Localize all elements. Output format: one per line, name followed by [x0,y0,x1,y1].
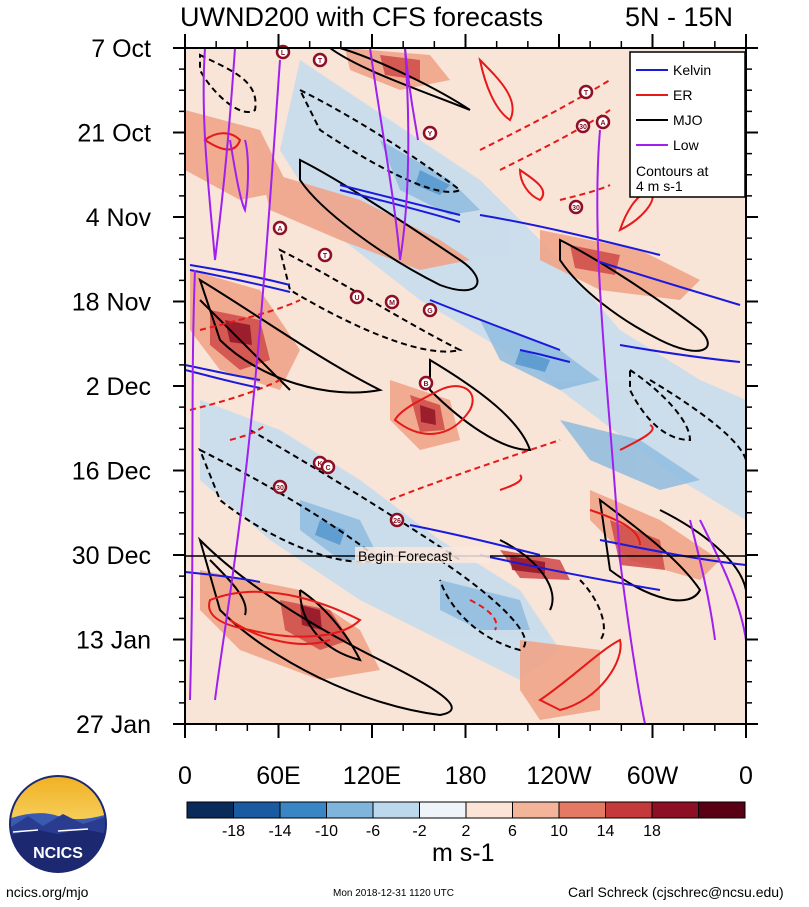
storm-marker-label: 30 [579,124,587,131]
storm-marker-label: A [277,226,282,233]
storm-marker-label: C [325,465,330,472]
colorbar-swatch [698,801,746,819]
storm-marker: U [349,289,365,305]
storm-marker-label: A [600,120,605,127]
colorbar-label: 14 [597,823,615,840]
colorbar-label: -10 [315,823,338,840]
chart-title: UWND200 with CFS forecasts 5N - 15N [0,2,809,36]
y-tick-label: 30 Dec [72,542,151,570]
colorbar-swatch [512,801,560,819]
x-tick-label: 0 [739,762,753,790]
storm-marker: T [317,247,333,263]
kelvin-contours [185,184,746,591]
colorbar-label: -6 [366,823,380,840]
y-tick-label: 18 Nov [72,289,152,317]
colorbar-swatch [326,801,374,819]
colorbar-label: 10 [550,823,568,840]
storm-marker: 30 [272,479,288,495]
x-axis: 0 60E 120E 180 120W 60W 0 [178,34,753,790]
footer-timestamp: Mon 2018-12-31 1120 UTC [333,888,454,899]
colorbar-label: 18 [643,823,661,840]
storm-marker: T [578,84,594,100]
storm-marker-label: L [281,50,286,57]
chart-title-main: UWND200 with CFS forecasts [180,2,544,32]
storm-marker: 30 [575,118,591,134]
mjo-contours [197,48,746,717]
legend-note-line2: 4 m s-1 [636,178,683,194]
colorbar-label: 6 [508,823,517,840]
storm-marker: T [312,52,328,68]
storm-marker-label: 30 [276,485,284,492]
colorbar-label: -2 [412,823,426,840]
legend-label-low: Low [673,137,700,153]
x-tick-label: 180 [445,762,487,790]
y-tick-label: 21 Oct [77,120,151,148]
legend-note-line1: Contours at [636,163,708,179]
storm-marker: A [595,114,611,130]
x-tick-label: 120W [526,762,592,790]
storm-marker: 26 [389,512,405,528]
colorbar-label: -14 [268,823,291,840]
colorbar-swatch [651,801,699,819]
x-tick-label: 60E [256,762,300,790]
storm-marker: M [384,294,400,310]
colorbar-label: 2 [462,823,471,840]
contour-lines [185,48,746,724]
storm-marker-label: M [389,300,395,307]
legend-label-mjo: MJO [673,112,703,128]
storm-marker-label: Y [428,131,433,138]
legend-label-kelvin: Kelvin [673,62,711,78]
y-tick-label: 13 Jan [76,627,151,655]
y-tick-label: 4 Nov [86,204,152,232]
forecast-label: Begin Forecast [358,548,452,564]
y-tick-label: 2 Dec [86,373,151,401]
legend-label-er: ER [673,87,692,103]
footer-website: ncics.org/mjo [6,884,89,900]
storm-marker-label: U [354,295,359,302]
storm-marker: G [422,302,438,318]
chart-title-region: 5N - 15N [625,2,734,32]
low-contours [189,48,746,724]
storm-marker: B [418,375,434,391]
y-tick-label: 7 Oct [91,35,151,63]
colorbar-swatch [558,801,606,819]
storm-marker-label: T [318,58,323,65]
storm-marker: C [320,459,336,475]
storm-markers: L T T Y 30 A A T U M G B KC 30 26 30 [272,44,611,528]
y-tick-label: 16 Dec [72,458,151,486]
storm-marker-label: K [317,461,322,468]
colorbar-swatch [372,801,420,819]
storm-marker: Y [422,125,438,141]
x-tick-label: 60W [627,762,679,790]
colorbar-swatch [465,801,513,819]
colorbar-swatch [233,801,281,819]
storm-marker-label: T [584,90,589,97]
colorbar-units: m s-1 [432,839,495,867]
y-axis: 7 Oct 21 Oct 4 Nov 18 Nov 2 Dec 16 Dec 30 Dec 1… [72,35,758,739]
x-tick-label: 0 [178,762,192,790]
storm-marker: 30 [568,199,584,215]
colorbar-label: -18 [222,823,245,840]
storm-marker-label: 30 [572,205,580,212]
colorbar-swatch [186,801,234,819]
heatmap-background [185,48,746,724]
storm-marker: A [272,220,288,236]
storm-marker-label: B [423,381,428,388]
y-tick-label: 27 Jan [76,711,151,739]
storm-marker-label: T [323,253,328,260]
legend: Kelvin ER MJO Low Contours at 4 m s-1 [629,51,746,198]
storm-marker-label: 26 [393,518,401,525]
logo-text: NCICS [33,845,83,862]
ncics-logo: NCICS [9,775,107,873]
colorbar: -18 -14 -10 -6 -2 2 6 10 14 18 [186,801,746,840]
er-contours [203,56,654,712]
colorbar-swatch [419,801,467,819]
footer-author: Carl Schreck (cjschrec@ncsu.edu) [568,884,784,900]
x-tick-label: 120E [343,762,401,790]
storm-marker-label: G [427,308,433,315]
colorbar-swatch [279,801,327,819]
colorbar-swatch [605,801,653,819]
